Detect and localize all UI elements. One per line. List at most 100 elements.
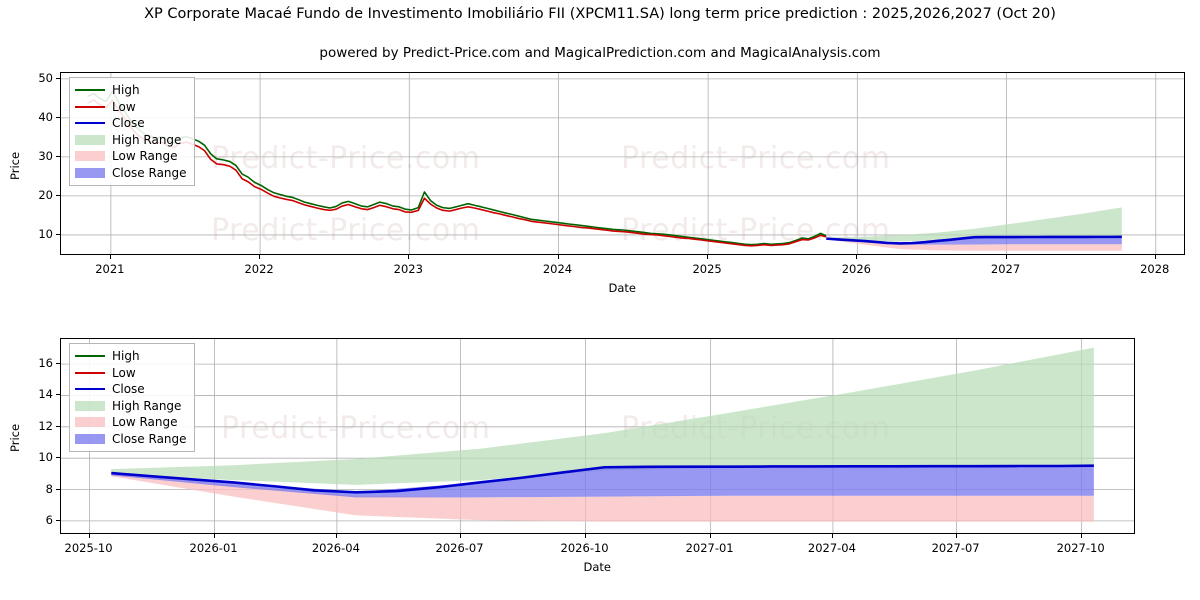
legend-item-high[interactable]: High	[75, 348, 187, 365]
x-tickmark	[1005, 255, 1007, 259]
x-tick-label: 2027-10	[1056, 541, 1105, 555]
top-chart-legend: High Low Close High Range Low Range Close Ran…	[69, 77, 195, 186]
y-tick-label: 14	[38, 387, 53, 402]
legend-label: Close	[112, 116, 145, 131]
y-tick-label: 12	[38, 418, 53, 433]
legend-swatch-low	[75, 101, 105, 113]
x-tick-label: 2026-07	[435, 541, 484, 555]
y-tickmark	[56, 457, 60, 459]
band-low-range	[111, 474, 1094, 522]
x-tick-label: 2024	[542, 262, 573, 276]
x-tick-label: 2028	[1140, 262, 1170, 276]
legend-label: Close Range	[112, 431, 187, 446]
x-tickmark	[1154, 255, 1156, 259]
legend-swatch-high-range	[75, 400, 105, 412]
x-tickmark	[408, 255, 410, 259]
legend-swatch-low	[75, 367, 105, 379]
y-tick-label: 40	[38, 109, 53, 124]
y-tickmark	[56, 194, 60, 196]
y-tickmark	[56, 519, 60, 521]
x-tick-label: 2022	[244, 262, 274, 276]
x-tick-label: 2026-01	[189, 541, 238, 555]
gridlines	[61, 73, 1184, 254]
legend-label: Low	[112, 99, 136, 114]
x-tick-label: 2026-10	[560, 541, 609, 555]
legend-swatch-close	[75, 117, 105, 129]
series-close	[111, 464, 1094, 494]
legend-item-close-range[interactable]: Close Range	[75, 431, 187, 448]
series-low	[87, 99, 827, 247]
x-tickmark	[213, 534, 215, 538]
x-tick-label: 2025	[692, 262, 722, 276]
x-tick-label: 2027-01	[685, 541, 734, 555]
top-chart-plot-area: Predict-Price.com Predict-Price.com Predic…	[60, 72, 1185, 255]
legend-item-low[interactable]: Low	[75, 365, 187, 382]
legend-label: High	[112, 349, 140, 364]
watermark-text: Predict-Price.com	[221, 411, 491, 446]
y-tickmark	[56, 233, 60, 235]
legend-item-low-range[interactable]: Low Range	[75, 148, 187, 165]
x-tick-label: 2026-04	[311, 541, 360, 555]
x-tickmark	[856, 255, 858, 259]
x-tick-label: 2026	[841, 262, 871, 276]
legend-item-close[interactable]: Close	[75, 115, 187, 132]
y-tick-label: 50	[38, 70, 53, 85]
watermark-text: Predict-Price.com	[621, 213, 891, 248]
legend-label: Close Range	[112, 165, 187, 180]
band-high-range	[826, 207, 1122, 242]
x-tick-label: 2023	[393, 262, 423, 276]
legend-label: Low Range	[112, 149, 178, 164]
x-tick-label: 2027-07	[931, 541, 980, 555]
x-tickmark	[109, 255, 111, 259]
x-tickmark	[459, 534, 461, 538]
legend-item-close-range[interactable]: Close Range	[75, 165, 187, 182]
x-tickmark	[584, 534, 586, 538]
y-axis-label: Price	[8, 423, 22, 452]
legend-label: Close	[112, 382, 145, 397]
y-tick-label: 16	[38, 356, 53, 371]
y-tick-label: 10	[38, 226, 53, 241]
legend-swatch-low-range	[75, 150, 105, 162]
legend-item-low[interactable]: Low	[75, 99, 187, 116]
y-tickmark	[56, 116, 60, 118]
x-tick-label: 2027	[990, 262, 1021, 276]
legend-item-high-range[interactable]: High Range	[75, 398, 187, 415]
legend-swatch-high-range	[75, 134, 105, 146]
y-tickmark	[56, 77, 60, 79]
page-subtitle: powered by Predict-Price.com and Magical…	[319, 45, 881, 61]
y-tick-label: 10	[38, 450, 53, 465]
legend-label: High Range	[112, 398, 182, 413]
x-tickmark	[259, 255, 261, 259]
legend-label: Low	[112, 365, 136, 380]
y-tickmark	[56, 155, 60, 157]
x-tickmark	[707, 255, 709, 259]
x-tickmark	[831, 534, 833, 538]
series-high	[87, 90, 827, 246]
y-tickmark	[56, 363, 60, 365]
series-close	[826, 235, 1122, 245]
legend-item-high-range[interactable]: High Range	[75, 132, 187, 149]
x-tickmark	[709, 534, 711, 538]
legend-item-close[interactable]: Close	[75, 381, 187, 398]
y-tick-label: 8	[45, 481, 53, 496]
band-high-range	[111, 347, 1094, 485]
bottom-chart-legend: High Low Close High Range Low Range Close Ran…	[69, 343, 195, 452]
y-tick-label: 30	[38, 148, 53, 163]
legend-swatch-low-range	[75, 416, 105, 428]
legend-swatch-high	[75, 350, 105, 362]
y-tick-label: 20	[38, 187, 53, 202]
x-tickmark	[955, 534, 957, 538]
legend-label: High	[112, 83, 140, 98]
legend-label: High Range	[112, 132, 182, 147]
legend-label: Low Range	[112, 415, 178, 430]
legend-item-low-range[interactable]: Low Range	[75, 414, 187, 431]
x-tickmark	[335, 534, 337, 538]
x-tick-label: 2027-04	[807, 541, 856, 555]
y-tickmark	[56, 425, 60, 427]
y-tickmark	[56, 394, 60, 396]
band-low-range	[826, 239, 1122, 251]
x-tick-label: 2021	[95, 262, 125, 276]
legend-item-high[interactable]: High	[75, 82, 187, 99]
